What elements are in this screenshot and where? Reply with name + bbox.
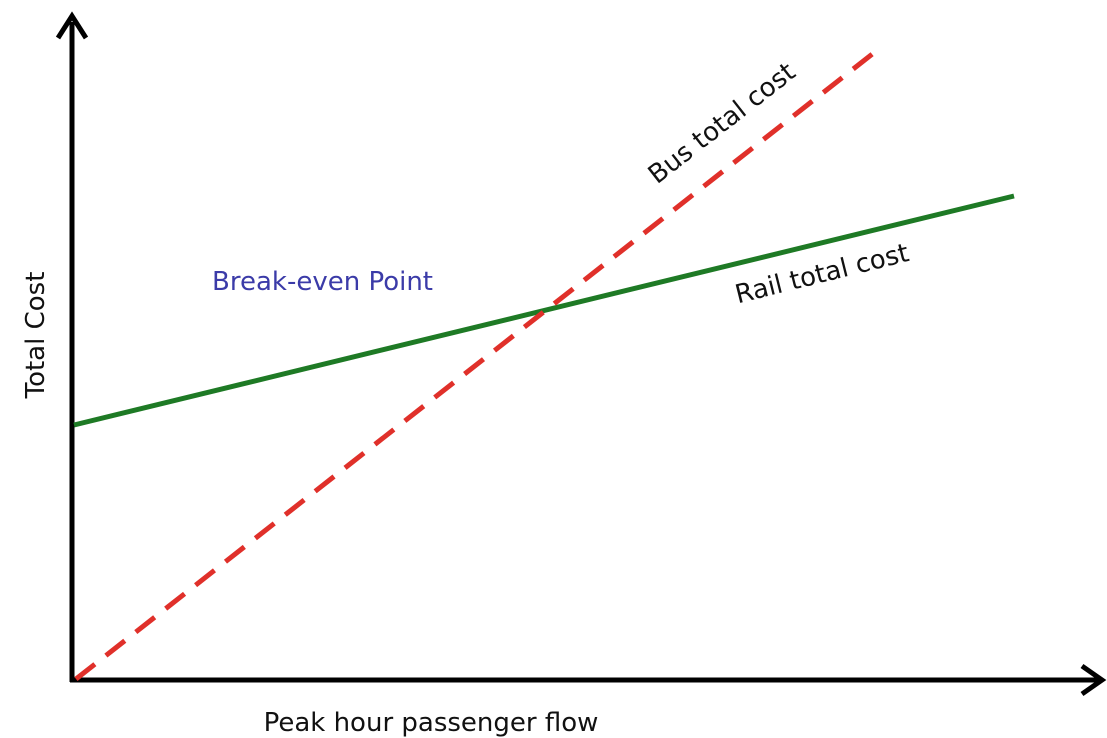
x-axis-arrow <box>1080 663 1107 697</box>
bus-cost-line <box>74 46 882 681</box>
y-axis-label: Total Cost <box>21 272 51 400</box>
annotation: Break-even Point <box>212 267 433 297</box>
y-axis-arrow <box>55 11 89 40</box>
x-axis-label: Peak hour passenger flow <box>264 708 599 738</box>
bus-label: Bus total cost <box>643 57 802 190</box>
rail-cost-line <box>73 193 1015 428</box>
rail-label: Rail total cost <box>732 238 912 310</box>
